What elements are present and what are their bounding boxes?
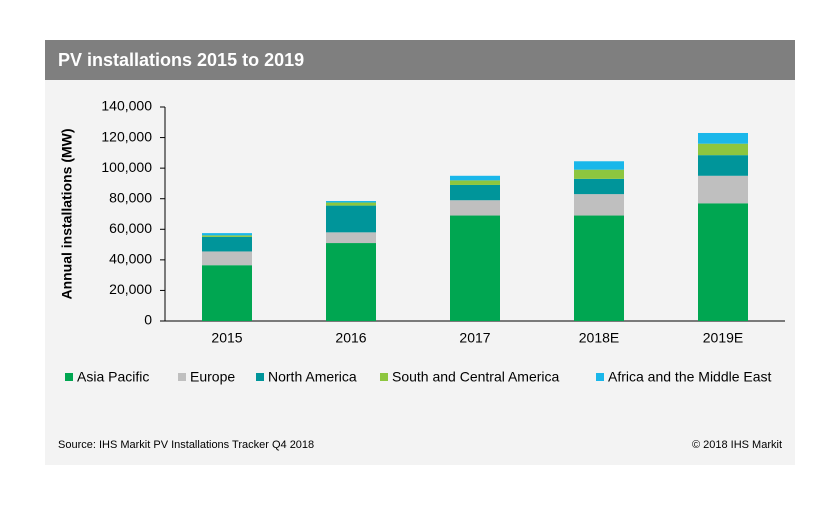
bar-segment <box>574 161 624 170</box>
bar-segment <box>326 205 376 233</box>
y-tick-label: 20,000 <box>109 281 152 297</box>
y-tick-label: 80,000 <box>109 189 152 205</box>
legend-swatch <box>256 373 264 381</box>
bar-segment <box>202 233 252 236</box>
panel <box>45 40 795 465</box>
y-tick-label: 100,000 <box>101 159 152 175</box>
bar-segment <box>698 175 748 204</box>
bar-segment <box>450 215 500 321</box>
bar-segment <box>450 200 500 216</box>
y-axis-label: Annual installations (MW) <box>59 128 75 299</box>
legend-swatch <box>178 373 186 381</box>
bar-segment <box>698 143 748 156</box>
copyright: © 2018 IHS Markit <box>692 439 782 451</box>
x-tick-label: 2015 <box>211 330 242 346</box>
legend-label: South and Central America <box>392 369 560 385</box>
chart-title: PV installations 2015 to 2019 <box>58 50 304 70</box>
y-tick-label: 40,000 <box>109 251 152 267</box>
legend-swatch <box>380 373 388 381</box>
bar-segment <box>326 243 376 321</box>
title-bar <box>45 40 795 80</box>
bar-segment <box>574 194 624 216</box>
legend-swatch <box>596 373 604 381</box>
x-tick-label: 2018E <box>579 330 619 346</box>
bar-segment <box>450 175 500 181</box>
legend-label: Asia Pacific <box>77 369 149 385</box>
bar-segment <box>202 265 252 321</box>
legend-label: Europe <box>190 369 235 385</box>
legend-label: Africa and the Middle East <box>608 369 772 385</box>
bar-segment <box>326 201 376 203</box>
bar-segment <box>450 180 500 185</box>
bar-segment <box>326 232 376 244</box>
bar-segment <box>574 178 624 195</box>
bar-segment <box>574 169 624 179</box>
bar-segment <box>698 155 748 176</box>
bar-segment <box>574 215 624 321</box>
legend-swatch <box>65 373 73 381</box>
y-tick-label: 60,000 <box>109 220 152 236</box>
x-tick-label: 2019E <box>703 330 743 346</box>
y-tick-label: 120,000 <box>101 128 152 144</box>
x-tick-label: 2016 <box>335 330 366 346</box>
bar-segment <box>450 184 500 201</box>
bar-segment <box>698 203 748 321</box>
bar-segment <box>202 235 252 237</box>
bar-segment <box>202 251 252 266</box>
bar-segment <box>698 132 748 144</box>
source: Source: IHS Markit PV Installations Trac… <box>58 439 314 451</box>
y-tick-label: 140,000 <box>101 98 152 114</box>
legend-label: North America <box>268 369 357 385</box>
x-tick-label: 2017 <box>459 330 490 346</box>
bar-segment <box>202 236 252 252</box>
y-tick-label: 0 <box>144 312 152 328</box>
bar-segment <box>326 202 376 206</box>
